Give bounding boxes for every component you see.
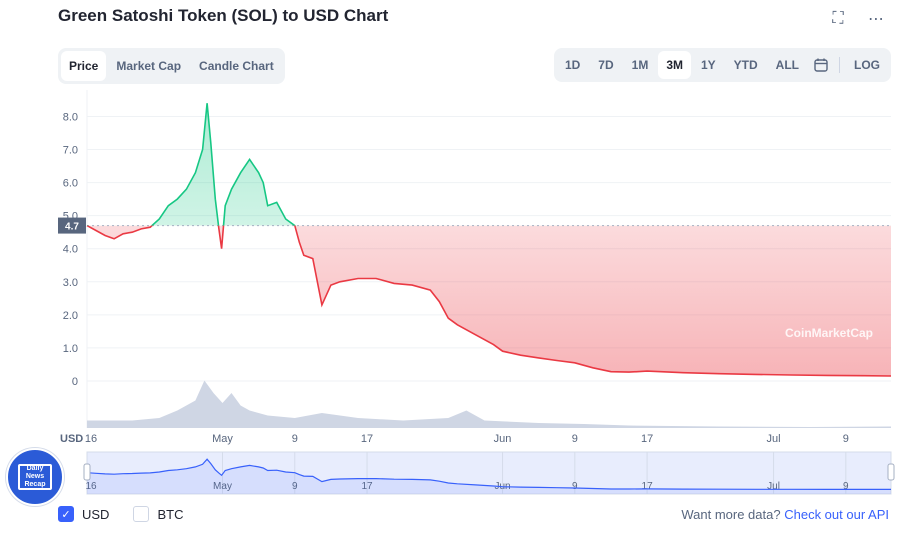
area-above-baseline [151, 103, 295, 226]
navigator-area [87, 459, 891, 494]
y-tick-label: 4.0 [63, 244, 78, 256]
range-3m[interactable]: 3M [658, 51, 691, 79]
range-1y[interactable]: 1Y [700, 58, 716, 72]
x-tick-label: 9 [572, 433, 578, 445]
price-line-up [87, 103, 296, 226]
range-all[interactable]: ALL [775, 58, 799, 72]
y-tick-label: 7.0 [63, 145, 78, 157]
page-title: Green Satoshi Token (SOL) to USD Chart [58, 6, 389, 25]
x-tick-label: 17 [361, 433, 373, 445]
navigator-tick-label: Jul [767, 481, 780, 492]
x-tick-label: 16 [85, 433, 97, 445]
usd-checkbox[interactable]: ✓ USD [58, 506, 109, 522]
watermark-text: CoinMarketCap [785, 326, 873, 340]
more-dots-icon[interactable]: ⋯ [868, 11, 884, 28]
y-tick-label: 0 [72, 376, 78, 388]
navigator-tick-label: 9 [572, 481, 578, 492]
log-toggle[interactable]: LOG [854, 58, 880, 72]
x-tick-label: May [212, 433, 233, 445]
btc-checkbox[interactable]: BTC [133, 506, 183, 522]
navigator-tick-label: 9 [292, 481, 298, 492]
navigator-line [86, 458, 891, 490]
range-1m[interactable]: 1M [631, 58, 649, 72]
y-tick-label: 3.0 [63, 277, 78, 289]
x-tick-label: 9 [292, 433, 298, 445]
tab-market-cap[interactable]: Market Cap [116, 59, 182, 73]
btc-check-icon[interactable] [133, 506, 150, 522]
news-line3: Recap [24, 481, 46, 488]
currency-label: USD [60, 433, 83, 445]
chart-type-tabs: Price Market Cap Candle Chart [58, 48, 285, 84]
daily-news-recap-badge[interactable]: Daily News Recap [6, 448, 64, 506]
api-link[interactable]: Check out our API [784, 507, 889, 522]
range-7d[interactable]: 7D [598, 58, 614, 72]
y-tick-label: 1.0 [63, 343, 78, 355]
y-tick-label: 8.0 [63, 111, 78, 123]
film-icon: Daily News Recap [18, 464, 52, 490]
navigator-tick-label: 17 [361, 481, 373, 492]
y-tick-label: 2.0 [63, 310, 78, 322]
navigator-tick-label: 17 [642, 481, 654, 492]
range-1d[interactable]: 1D [564, 58, 581, 72]
price-line-down [86, 225, 892, 377]
x-tick-label: Jun [494, 433, 512, 445]
navigator-handle-right[interactable] [887, 463, 895, 481]
calendar-icon[interactable] [809, 58, 833, 72]
range-ytd[interactable]: YTD [733, 58, 758, 72]
top-icons: ⛶ ⋯ [829, 10, 885, 28]
x-tick-label: Jul [767, 433, 781, 445]
currency-toggles: ✓ USD BTC [58, 506, 183, 522]
btc-label: BTC [157, 506, 184, 522]
range-divider [839, 57, 840, 73]
x-tick-label: 9 [843, 433, 849, 445]
x-tick-label: 17 [641, 433, 653, 445]
navigator-tick-label: May [213, 481, 232, 492]
tab-candle-chart[interactable]: Candle Chart [199, 59, 274, 73]
more-data-text: Want more data? [681, 507, 781, 522]
expand-icon[interactable]: ⛶ [832, 10, 844, 27]
area-below-baseline [87, 225, 891, 376]
current-price-tag [58, 217, 86, 234]
navigator-tick-label: 9 [843, 481, 849, 492]
time-range-selector: 1D 7D 1M 3M 1Y YTD ALL LOG [553, 48, 891, 82]
y-tick-label: 6.0 [63, 178, 78, 190]
news-line2: News [25, 473, 45, 480]
navigator-handle-left[interactable] [83, 463, 91, 481]
usd-check-icon[interactable]: ✓ [58, 506, 74, 522]
current-price-label: 4.7 [65, 222, 79, 233]
tab-price[interactable]: Price [61, 51, 107, 81]
navigator-tick-label: 16 [85, 481, 97, 492]
news-line1: Daily [26, 465, 44, 472]
usd-label: USD [82, 506, 110, 522]
more-data-prompt: Want more data? Check out our API [681, 507, 889, 522]
volume-area [87, 380, 891, 428]
